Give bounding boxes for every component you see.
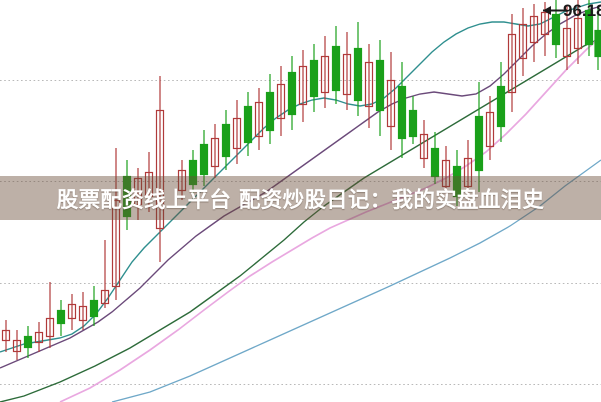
candle	[232, 100, 242, 164]
candle	[584, 0, 594, 56]
candle	[78, 292, 88, 330]
candle	[342, 32, 352, 110]
candle	[100, 240, 110, 308]
candle	[199, 130, 209, 186]
candle	[298, 50, 308, 122]
candle	[1, 320, 11, 352]
candle	[309, 44, 319, 112]
ma-line-blue	[111, 159, 601, 402]
candle	[551, 0, 561, 58]
candle	[23, 326, 33, 358]
price-annotation-label: 96.18	[563, 1, 601, 20]
candle	[188, 150, 198, 196]
candle	[375, 40, 385, 136]
candle	[474, 82, 484, 192]
candle	[12, 330, 22, 360]
headline-text: 股票配资线上平台 配资炒股日记：我的实盘血泪史	[56, 187, 545, 213]
candle	[562, 6, 572, 70]
candle	[45, 282, 55, 348]
candle	[573, 0, 583, 64]
candlestick-series	[1, 0, 601, 360]
candle	[496, 62, 506, 142]
candle	[452, 150, 462, 206]
candle	[463, 140, 473, 200]
candle	[265, 74, 275, 144]
candle	[243, 92, 253, 156]
candle	[518, 8, 528, 76]
candle	[364, 44, 374, 128]
candle	[353, 22, 363, 116]
candle	[430, 132, 440, 184]
candle	[155, 76, 165, 262]
candle	[507, 14, 517, 112]
candle	[254, 88, 264, 150]
candle	[89, 286, 99, 326]
ma-line-pink	[59, 35, 601, 402]
candle	[397, 62, 407, 158]
candle	[67, 294, 77, 330]
candle	[594, 6, 601, 70]
candle	[276, 66, 286, 136]
candle	[386, 52, 396, 150]
candle	[34, 322, 44, 352]
ma-line-purple	[0, 5, 601, 369]
ma-line-green	[0, 37, 601, 402]
candle	[133, 168, 143, 220]
candle	[529, 4, 539, 62]
candle	[287, 56, 297, 130]
candle	[177, 160, 187, 200]
candle	[485, 96, 495, 160]
gridlines	[0, 80, 601, 385]
candle	[144, 152, 154, 212]
candle	[408, 96, 418, 144]
candle	[111, 148, 121, 300]
candle	[221, 110, 231, 170]
left-arrow-icon	[543, 6, 566, 15]
headline-overlay-band: 股票配资线上平台 配资炒股日记：我的实盘血泪史	[0, 176, 601, 220]
candle	[441, 146, 451, 196]
candle	[56, 300, 66, 336]
candle	[419, 120, 429, 168]
candle	[331, 26, 341, 104]
candle	[210, 124, 220, 178]
candle	[320, 36, 330, 108]
candle	[122, 160, 132, 230]
